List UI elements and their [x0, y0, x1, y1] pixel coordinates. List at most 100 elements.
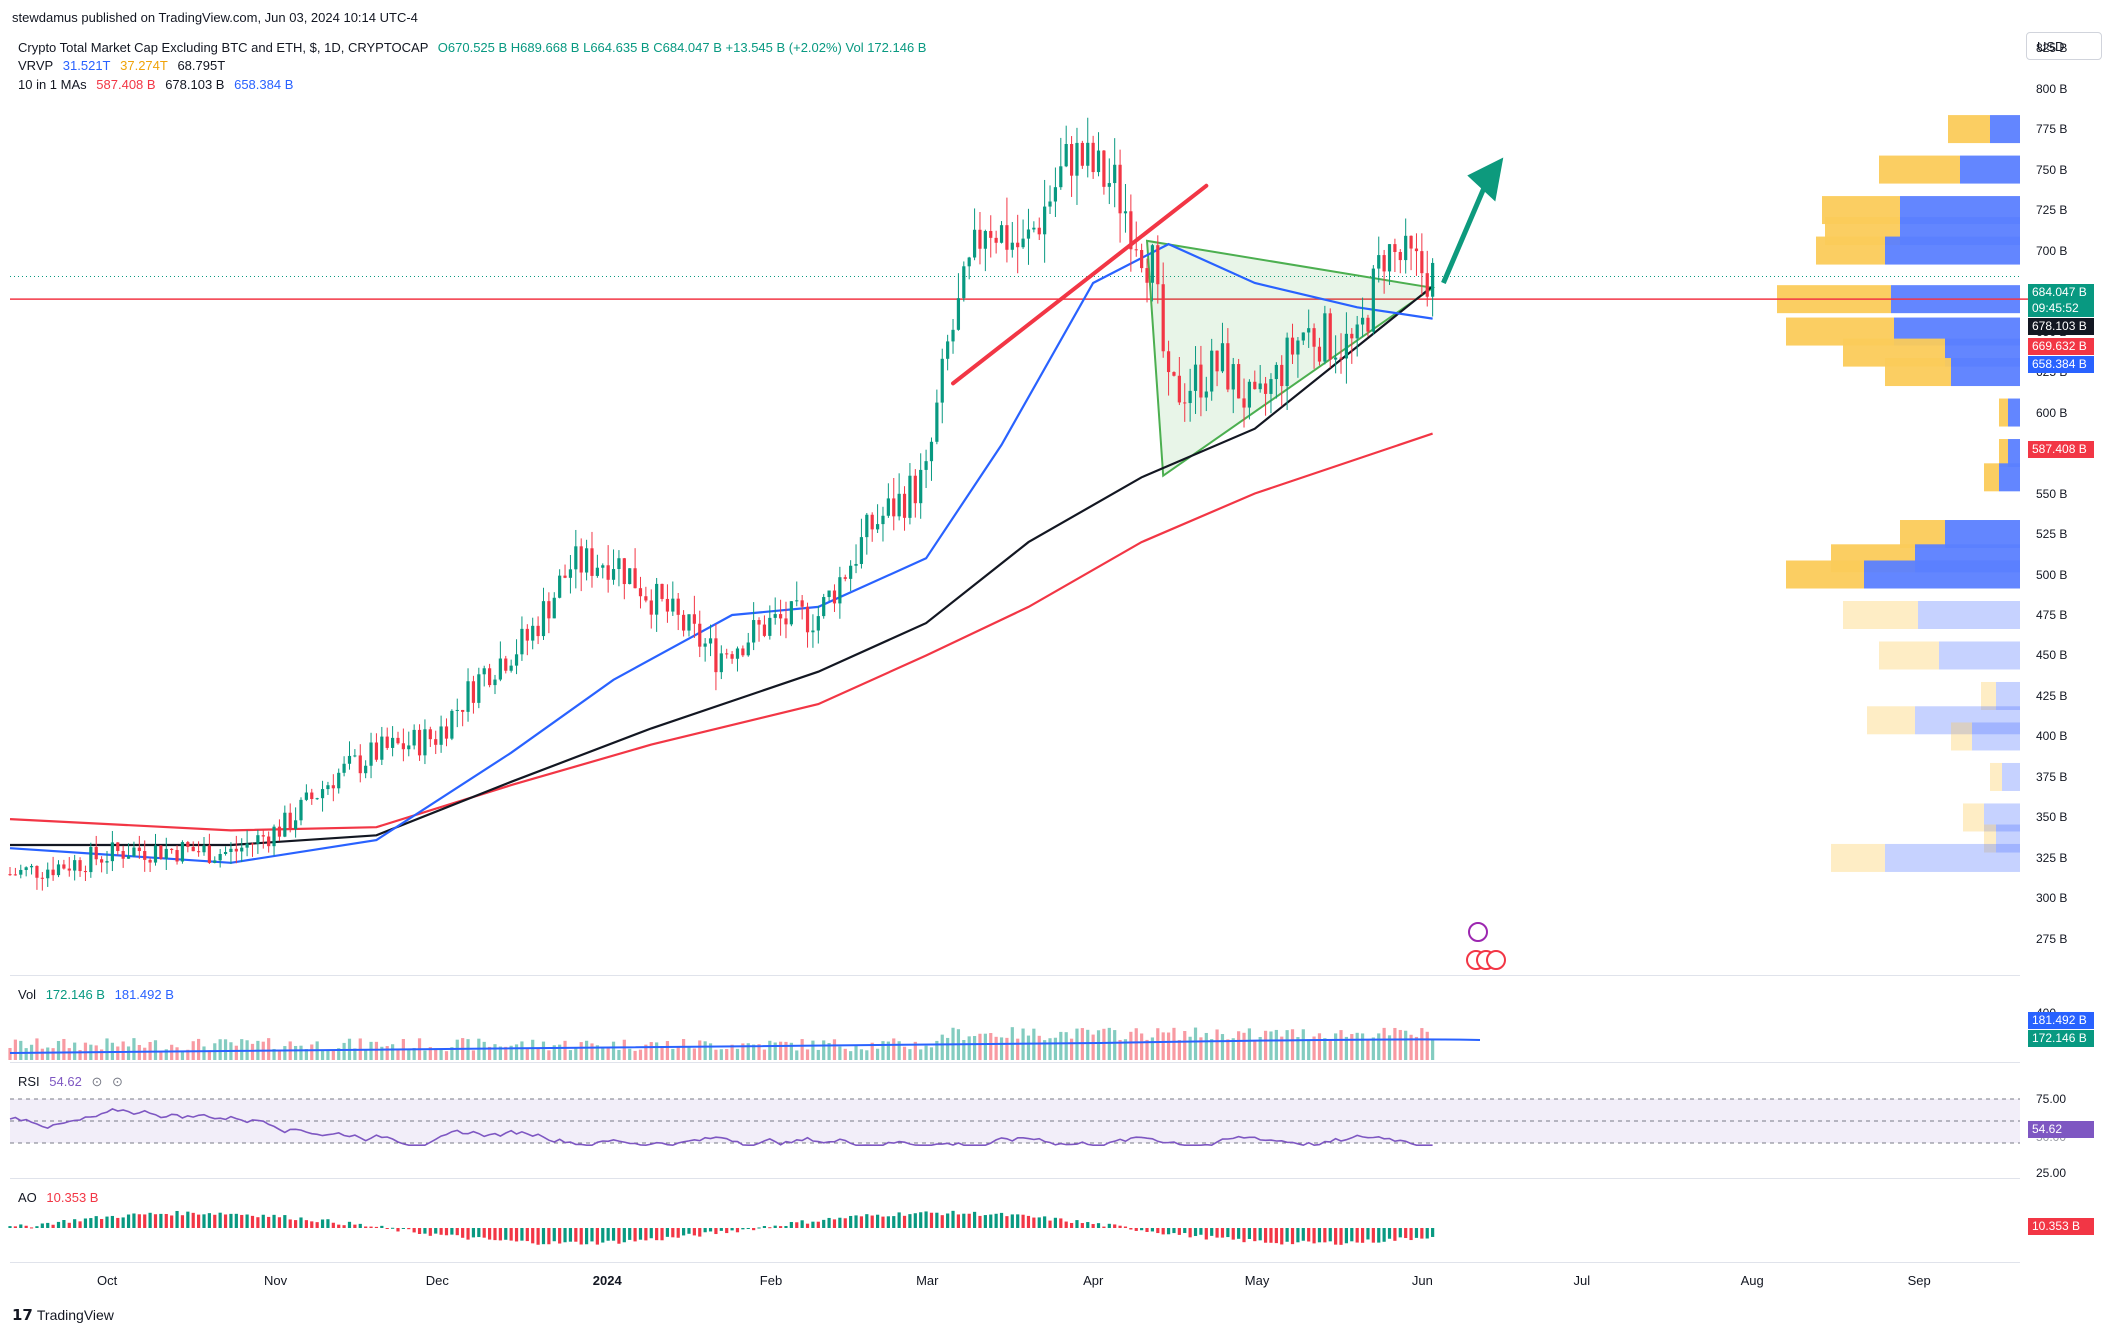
ao-bar [595, 1228, 599, 1245]
ao-bar [197, 1214, 201, 1228]
candle-body [267, 836, 271, 847]
volume-bar [1188, 1036, 1192, 1060]
ao-bar [8, 1226, 12, 1228]
volume-bar [304, 1049, 308, 1060]
volume-bar [396, 1049, 400, 1060]
volume-bar [525, 1047, 529, 1060]
trendline-red[interactable] [951, 183, 1209, 386]
ao-bar [471, 1228, 476, 1238]
price-axis-label: 550 B [2036, 486, 2068, 501]
currency-button[interactable]: USD [2026, 32, 2102, 60]
volume-bar [116, 1046, 120, 1060]
candle-body [24, 867, 28, 870]
volume-bar [531, 1039, 535, 1060]
candle-body [1043, 206, 1047, 235]
arrow-head[interactable] [1467, 157, 1504, 202]
candle-body [999, 225, 1004, 243]
ao-bar [331, 1222, 335, 1228]
ao-bar [1026, 1215, 1031, 1228]
ao-bar [1307, 1228, 1311, 1242]
vrvp-legend[interactable]: VRVP 31.521T 37.274T 68.795T [18, 58, 231, 73]
ao-bar [531, 1228, 535, 1244]
candle-body [762, 624, 767, 636]
vp-bar-up [1990, 115, 2020, 144]
volume-bar [692, 1048, 696, 1060]
ao-bar [143, 1214, 147, 1228]
candle-body [956, 298, 961, 330]
settings-icon[interactable]: ⊙ [112, 1074, 123, 1089]
candle-body [514, 654, 519, 666]
candle-body [67, 868, 71, 871]
candle-body [1215, 350, 1219, 372]
price-axis-label: 325 B [2036, 850, 2068, 865]
price-axis-label: 425 B [2036, 688, 2068, 703]
ao-bar [401, 1228, 405, 1229]
moving-average-line [10, 285, 1434, 847]
ao-bar [364, 1226, 368, 1228]
ao-bar [83, 1218, 88, 1228]
candle-body [1274, 364, 1278, 380]
volume-bar [611, 1041, 616, 1060]
candle-body [531, 625, 535, 641]
volume-bar [1113, 1030, 1117, 1060]
price-axis-label: 375 B [2036, 769, 2068, 784]
ao-bar [649, 1228, 653, 1239]
volume-bar [714, 1049, 718, 1060]
ao-bar [1409, 1228, 1413, 1241]
vp-bar-up [1945, 520, 2020, 549]
candle-body [617, 558, 621, 570]
ao-bar [283, 1215, 287, 1228]
candle-body [439, 726, 443, 745]
settings-icon[interactable]: ⊙ [91, 1074, 103, 1089]
volume-bar [509, 1045, 513, 1060]
vol-legend[interactable]: Vol 172.146 B 181.492 B [18, 987, 180, 1002]
pane-separator-vol[interactable] [10, 975, 2020, 976]
volume-bar [983, 1033, 987, 1060]
volume-bar [536, 1048, 540, 1060]
arrow-shaft[interactable] [1441, 174, 1492, 284]
volume-bar [789, 1042, 793, 1060]
rsi-legend[interactable]: RSI 54.62 ⊙ ⊙ [18, 1074, 129, 1090]
ao-bar [1010, 1214, 1014, 1228]
volume-bar [1107, 1027, 1111, 1060]
volume-bar [267, 1038, 271, 1060]
triangle-shape[interactable] [1145, 239, 1436, 478]
ao-legend[interactable]: AO 10.353 B [18, 1190, 104, 1205]
volume-bar [428, 1047, 432, 1060]
ao-bar [800, 1220, 804, 1228]
vp-bar-down [1963, 803, 1984, 832]
ma-legend[interactable]: 10 in 1 MAs 587.408 B 678.103 B 658.384 … [18, 77, 299, 92]
lightning-icon[interactable] [1468, 922, 1488, 942]
candle-body [1404, 235, 1408, 261]
candle-body [972, 229, 977, 258]
volume-bar [1253, 1039, 1257, 1060]
volume-bar [1290, 1029, 1295, 1060]
flag-icon[interactable] [1486, 950, 1506, 970]
volume-bar [962, 1039, 966, 1060]
ao-bar [1172, 1228, 1176, 1234]
ao-bar [272, 1214, 276, 1228]
vol-ma-tag: 181.492 B [2028, 1012, 2094, 1029]
candle-body [595, 567, 599, 576]
tradingview-logo[interactable]: 𝟭𝟳 TradingView [12, 1306, 114, 1324]
volume-bar [1350, 1034, 1354, 1060]
candle-body [584, 548, 589, 573]
ao-bar [1377, 1228, 1381, 1243]
ao-bar [1080, 1223, 1084, 1228]
volume-bar [1263, 1030, 1268, 1060]
volume-bar [374, 1041, 379, 1060]
volume-bar [1215, 1029, 1219, 1060]
vp-bar-up [1996, 681, 2020, 710]
rsi-band [10, 1099, 2020, 1143]
pane-separator-rsi[interactable] [10, 1062, 2020, 1063]
ao-bar [671, 1228, 675, 1238]
price-tag: 669.632 B [2028, 338, 2094, 355]
time-axis-label: Jul [1573, 1273, 1591, 1288]
ao-bar [983, 1215, 987, 1228]
symbol-title[interactable]: Crypto Total Market Cap Excluding BTC an… [18, 40, 429, 55]
pane-separator-ao[interactable] [10, 1178, 2020, 1179]
candle-body [13, 874, 17, 876]
ao-bar [1296, 1228, 1300, 1243]
volume-bar [967, 1036, 971, 1060]
